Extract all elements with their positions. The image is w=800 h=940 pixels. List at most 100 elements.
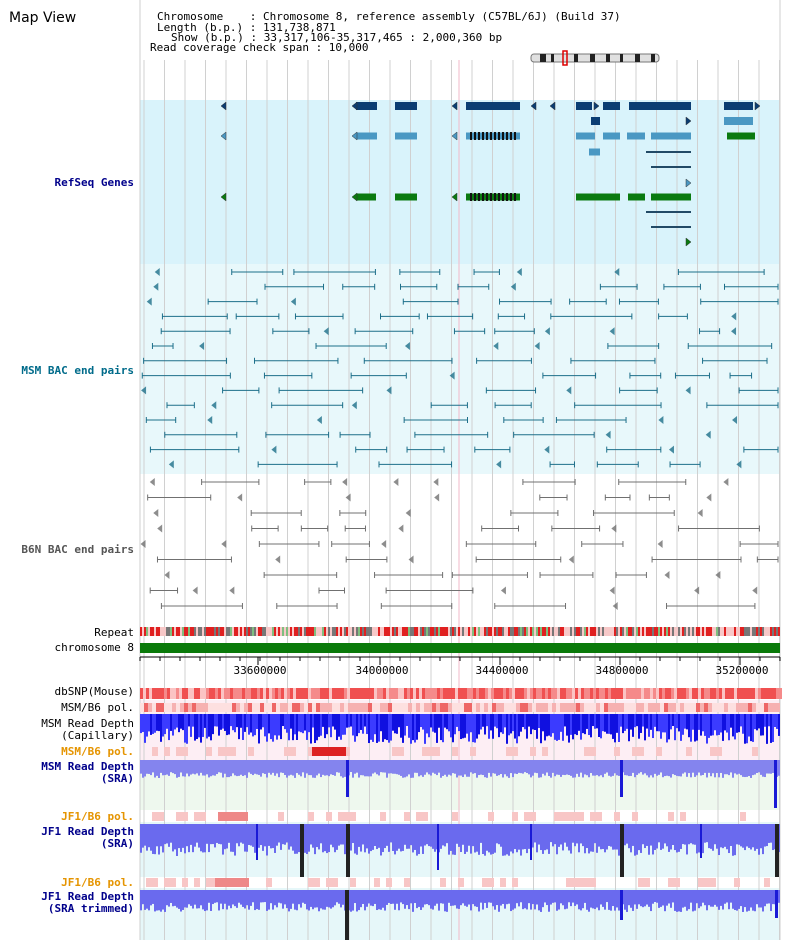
depth-bar [570, 714, 572, 735]
depth-bar [686, 902, 688, 911]
depth-bar [778, 902, 780, 903]
depth-bar [418, 902, 420, 907]
bac-arrow [404, 342, 410, 350]
depth-bar [588, 714, 590, 736]
dbsnp-cell [422, 688, 425, 699]
depth-bar [372, 902, 374, 907]
pol-cell [152, 878, 158, 887]
jf1-b6-pol-label: JF1/B6 pol. [61, 810, 134, 823]
repeat-segment [278, 627, 280, 636]
repeat-segment [436, 627, 438, 636]
depth-bar [572, 770, 574, 778]
depth-bar [390, 902, 392, 904]
depth-bar [176, 770, 178, 778]
depth-bar [384, 770, 386, 773]
repeat-segment [410, 627, 412, 636]
gene-exon [724, 117, 753, 125]
depth-bar [282, 770, 284, 773]
repeat-segment [688, 627, 690, 636]
depth-bar [674, 770, 676, 776]
repeat-segment [690, 627, 692, 636]
depth-bar [460, 714, 462, 740]
depth-bar [494, 714, 496, 727]
depth-bar [668, 770, 670, 777]
repeat-segment [652, 627, 654, 636]
depth-bar [362, 714, 364, 734]
depth-bar [650, 770, 652, 776]
repeat-segment [696, 627, 698, 636]
depth-bar [616, 902, 618, 908]
pol-cell [496, 703, 500, 712]
dbsnp-cell [536, 688, 539, 699]
depth-bar [380, 902, 382, 910]
dbsnp-cell [206, 688, 209, 699]
depth-bar [358, 714, 360, 734]
refseq-genes-label[interactable]: RefSeq Genes [54, 176, 134, 189]
depth-bar [702, 770, 704, 776]
exon-tick [502, 132, 504, 140]
depth-bar [650, 842, 652, 846]
depth-bar [242, 714, 244, 740]
depth-bar [662, 770, 664, 778]
depth-bar [436, 770, 438, 776]
pol-cell [290, 747, 296, 756]
pol-cell [506, 747, 512, 756]
dbsnp-cell [464, 688, 467, 699]
depth-bar [258, 714, 260, 744]
depth-bar [736, 770, 738, 775]
depth-bar [442, 902, 444, 904]
depth-bar [730, 842, 732, 846]
b6n-bac-label[interactable]: B6N BAC end pairs [21, 543, 134, 556]
depth-bar [312, 714, 314, 728]
depth-bar [426, 842, 428, 845]
pol-cell [560, 703, 564, 712]
exon-tick [510, 193, 512, 201]
repeat-segment [244, 627, 246, 636]
dbsnp-cell [491, 688, 494, 699]
depth-bar [546, 902, 548, 906]
repeat-segment [476, 627, 478, 636]
depth-bar [404, 902, 406, 909]
depth-bar [196, 902, 198, 909]
depth-bar [582, 842, 584, 847]
depth-bar [408, 770, 410, 775]
depth-bar [512, 714, 514, 732]
exon-tick [490, 132, 492, 140]
depth-bar [278, 842, 280, 843]
pol-cell [590, 878, 596, 887]
repeat-segment [260, 627, 262, 636]
depth-bar [600, 842, 602, 850]
exon-tick [498, 193, 500, 201]
msm-bac-label[interactable]: MSM BAC end pairs [21, 364, 134, 377]
depth-bar [598, 842, 600, 847]
depth-bar [238, 714, 240, 740]
depth-bar [536, 902, 538, 905]
depth-bar [528, 842, 530, 849]
depth-bar [570, 902, 572, 907]
depth-bar [432, 842, 434, 849]
bac-arrow [221, 540, 227, 548]
depth-bar [514, 770, 516, 774]
repeat-segment [328, 627, 330, 636]
bac-arrow [568, 555, 574, 564]
depth-bar [560, 902, 562, 904]
depth-bar [154, 902, 156, 912]
depth-bar [162, 770, 164, 776]
depth-bar [424, 902, 426, 905]
depth-bar [202, 902, 204, 910]
repeat-segment [586, 627, 588, 636]
dbsnp-cell [686, 688, 689, 699]
depth-bar [414, 714, 416, 743]
pol-cell [280, 703, 284, 712]
depth-bar [720, 714, 722, 733]
depth-bar [266, 770, 268, 778]
repeat-segment [248, 627, 250, 636]
depth-bar [506, 770, 508, 777]
depth-bar [700, 714, 702, 736]
depth-bar [498, 842, 500, 845]
depth-bar [230, 714, 232, 727]
dbsnp-cell [515, 688, 518, 699]
dbsnp-cell [407, 688, 410, 699]
depth-bar [690, 714, 692, 742]
